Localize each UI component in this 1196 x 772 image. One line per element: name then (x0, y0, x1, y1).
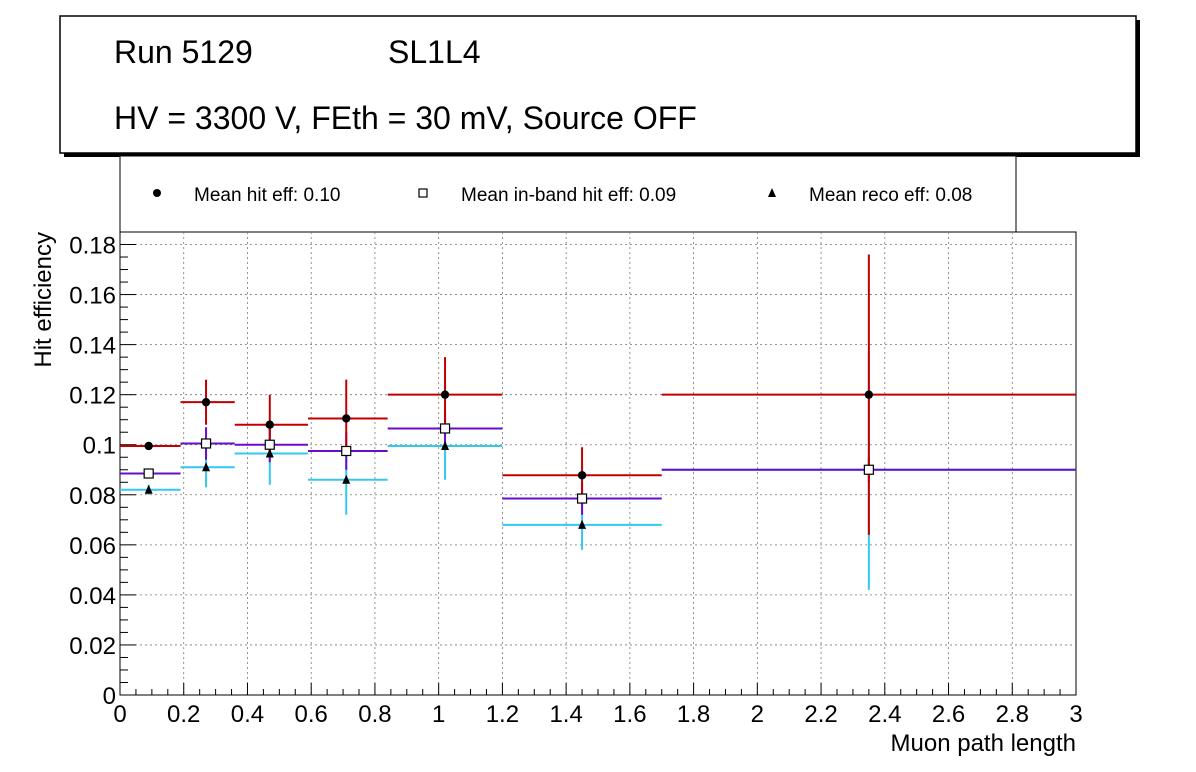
y-tick-label: 0.08 (69, 483, 116, 510)
y-tick-label: 0.1 (83, 433, 116, 460)
run-label: Run 5129 (114, 34, 253, 70)
y-tick-label: 0.06 (69, 533, 116, 560)
axes: 0 0.2 0.4 0.6 0.8 1 1.2 1.4 1.6 1.8 2 2.2 2.4 2.6 2.8 3… (69, 231, 1083, 728)
y-tick-label: 0 (103, 683, 116, 710)
header-box: Run 5129 SL1L4 HV = 3300 V, FEth = 30 mV… (59, 15, 1140, 157)
data-point-reco (144, 484, 153, 494)
legend-entry-hit: Mean hit eff: 0.10 (153, 185, 340, 206)
x-tick-label: 2.8 (996, 701, 1029, 728)
data-point-hit (440, 390, 450, 399)
y-tick-label: 0.18 (69, 233, 116, 260)
x-tick-label: 1.2 (486, 701, 519, 728)
legend-frame (119, 155, 1017, 233)
data-point-reco (202, 462, 211, 472)
conditions-label: HV = 3300 V, FEth = 30 mV, Source OFF (114, 100, 697, 136)
y-axis-label: Hit efficiency (30, 232, 57, 368)
y-tick-label: 0.12 (69, 383, 116, 410)
plot-frame (119, 231, 1077, 696)
x-axis-label: Muon path length (891, 730, 1076, 757)
x-tick-label: 0.2 (167, 701, 200, 728)
header-box-frame (59, 15, 1137, 154)
data-point-inband (576, 493, 588, 504)
data-point-reco (578, 519, 587, 529)
data-point-inband (439, 423, 451, 434)
data-point-hit (265, 420, 274, 429)
y-tick-label: 0.16 (69, 283, 116, 310)
x-tick-label: 3 (1069, 701, 1082, 728)
data-point-hit (144, 441, 153, 451)
data-point-reco (265, 448, 274, 458)
x-tick-label: 0.4 (231, 701, 264, 728)
x-tick-label: 1 (432, 701, 445, 728)
x-tick-label: 0.8 (358, 701, 391, 728)
data-point-inband (863, 464, 874, 475)
data-point-inband (341, 445, 352, 457)
x-tick-label: 2.2 (804, 701, 837, 728)
data-point-inband (143, 468, 154, 479)
data-point-inband (264, 439, 275, 450)
legend-entry-reco: Mean reco eff: 0.08 (768, 185, 972, 206)
x-tick-label: 2 (751, 701, 764, 728)
legend-label-inband: Mean in-band hit eff: 0.09 (461, 185, 676, 206)
data-point-inband (200, 438, 212, 449)
data-point-hit (577, 471, 587, 480)
layer-label: SL1L4 (388, 34, 481, 70)
legend: Mean hit eff: 0.10 Mean in-band hit eff:… (119, 155, 1017, 233)
data-point-hit (201, 397, 211, 407)
x-tick-label: 1.8 (677, 701, 710, 728)
data-point-reco (342, 474, 351, 484)
x-tick-label: 2.4 (868, 701, 901, 728)
legend-square-marker (418, 188, 428, 198)
x-tick-label: 1.6 (613, 701, 646, 728)
legend-entry-inband: Mean in-band hit eff: 0.09 (418, 185, 676, 206)
legend-circle-marker (153, 189, 161, 197)
y-tick-label: 0.02 (69, 633, 116, 660)
data-point-hit (342, 414, 351, 423)
data-layer (120, 254, 1076, 590)
x-tick-label: 2.6 (932, 701, 965, 728)
legend-label-reco: Mean reco eff: 0.08 (809, 185, 972, 206)
data-point-hit (864, 390, 874, 399)
y-tick-label: 0.04 (69, 583, 116, 610)
legend-label-hit: Mean hit eff: 0.10 (194, 185, 340, 206)
y-tick-label: 0.14 (69, 333, 116, 360)
x-tick-label: 0 (113, 701, 126, 728)
legend-triangle-marker (768, 188, 776, 197)
x-tick-label: 1.4 (549, 701, 582, 728)
x-tick-label: 0.6 (295, 701, 328, 728)
data-point-reco (441, 440, 450, 450)
